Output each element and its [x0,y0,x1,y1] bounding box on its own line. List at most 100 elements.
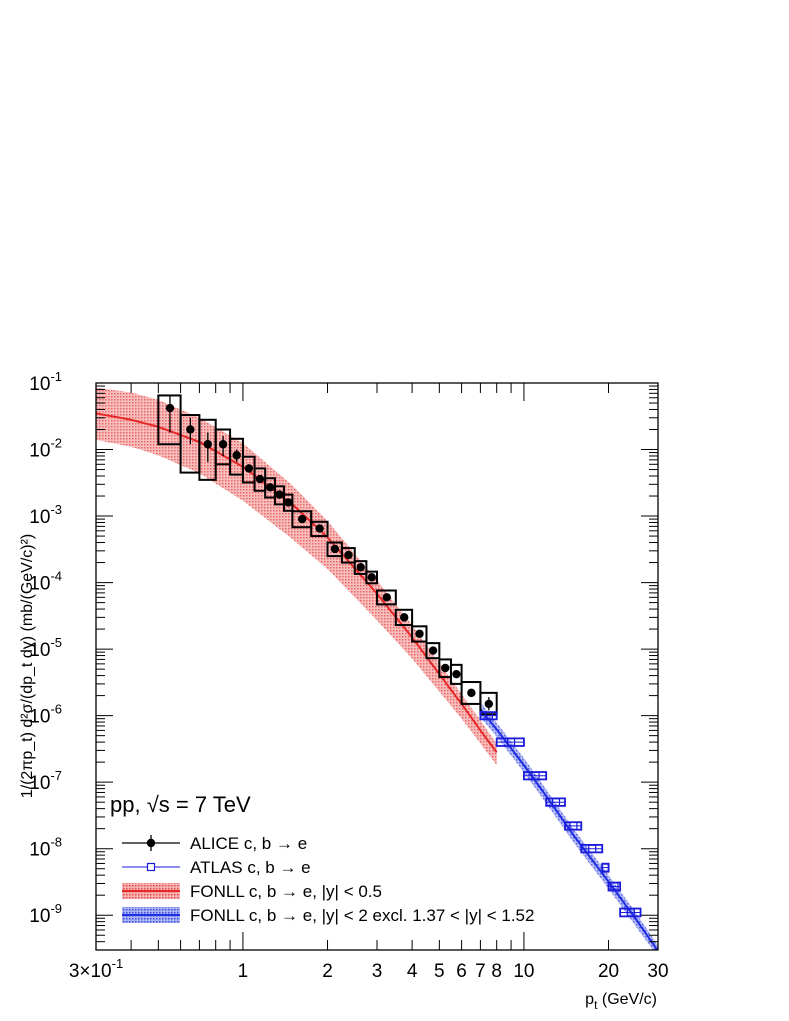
x-tick-label-9: 10 [513,961,534,982]
x-tick-label-base-5: 5 [434,961,445,982]
legend-label-1: ATLAS c, b → e [190,858,311,877]
alice-point-5 [244,464,254,473]
alice-point-15 [367,573,377,582]
y-tick-label-3: 10-4 [29,569,62,595]
x-tick-label-base-8: 8 [491,961,502,982]
atlas-point-1 [506,738,516,747]
legend-label-3: FONLL c, b → e, |y| < 2 excl. 1.37 < |y|… [190,906,534,925]
x-axis-label-p: p [585,991,594,1008]
x-tick-label-3: 3 [372,961,383,982]
x-tick-label-7: 7 [475,961,486,982]
syst-box-0-14 [353,560,368,575]
y-tick-label-exp-4: -5 [50,635,62,650]
x-tick-label-0: 3×10-1 [69,956,123,982]
x-tick-label-5: 5 [434,961,445,982]
alice-point-8 [275,490,284,499]
alice-point-16 [382,593,391,602]
x-tick-label-2: 2 [322,961,333,982]
syst-box-0-18 [411,625,428,643]
y-tick-label-exp-5: -6 [50,702,62,717]
x-tick-label-11: 30 [647,961,668,982]
alice-point-7 [265,483,275,492]
y-tick-label-base-4: 10 [29,640,50,661]
syst-box-0-16 [376,589,397,606]
alice-point-2 [203,440,213,449]
x-tick-label-base-2: 2 [322,961,333,982]
x-tick-label-base-10: 20 [598,961,619,982]
x-tick-label-10: 20 [598,961,619,982]
plot-frame: 3×10-1 1 2 3 4 5 6 7 8 10 20 3010-110-210-310-410-5… [29,369,668,982]
syst-box-0-10 [291,510,313,529]
x-tick-label-1: 1 [238,961,249,982]
alice-point-9 [284,498,293,507]
x-tick-label-8: 8 [491,961,502,982]
x-tick-label-base-1: 1 [238,961,249,982]
syst-box-0-11 [310,520,329,538]
x-tick-label-base-4: 4 [407,961,418,982]
x-tick-label-base-6: 6 [456,961,467,982]
y-tick-label-exp-0: -1 [50,369,62,384]
syst-box-0-21 [449,663,463,685]
y-tick-label-2: 10-3 [29,502,62,528]
legend: ALICE c, b → e ATLAS c, b → e FONLL c, b →… [122,834,534,925]
alice-point-21 [452,669,461,679]
x-axis-label-unit: (GeV/c) [602,991,657,1008]
y-tick-label-0: 10-1 [29,369,62,395]
x-axis-label: pt (GeV/c) [585,991,657,1012]
x-tick-label-base-3: 3 [372,961,383,982]
legend-label-0: ALICE c, b → e [190,834,307,853]
alice-point-0 [165,403,175,413]
x-tick-label-exp-0: -1 [112,956,124,971]
data-points [165,395,641,917]
alice-point-19 [428,646,438,655]
y-tick-label-exp-6: -7 [50,768,62,783]
y-tick-label-base-6: 10 [29,773,50,794]
y-tick-label-8: 10-9 [29,901,62,927]
x-tick-label-base-0: 3×10 [69,961,112,982]
x-tick-label-6: 6 [456,961,467,982]
alice-point-20 [441,663,450,673]
alice-point-6 [255,474,265,484]
legend-atlas-marker [146,862,156,872]
y-tick-label-exp-3: -4 [50,569,62,584]
y-tick-label-6: 10-7 [29,768,62,794]
y-tick-label-base-8: 10 [29,906,50,927]
fonll-central-line-0 [96,412,498,753]
x-tick-label-4: 4 [407,961,418,982]
alice-point-23 [484,699,494,709]
atlas-point-7 [610,882,619,891]
atlas-point-2 [531,771,540,780]
legend-label-2: FONLL c, b → e, |y| < 0.5 [190,882,382,901]
alice-point-18 [415,629,424,638]
legend-alice-marker [146,838,156,848]
atlas-point-0 [484,711,493,720]
y-tick-label-5: 10-6 [29,702,62,728]
x-axis-label-sub: t [594,998,598,1012]
x-tick-label-base-9: 10 [513,961,534,982]
syst-box-0-19 [425,642,441,660]
atlas-point-8 [626,908,635,917]
alice-point-10 [297,514,307,524]
alice-point-13 [344,550,353,560]
alice-point-4 [232,451,241,460]
atlas-point-4 [569,821,578,831]
x-tick-label-base-11: 30 [647,961,668,982]
y-tick-label-exp-8: -9 [50,901,62,916]
y-tick-label-1: 10-2 [29,436,62,462]
fonll-band-0 [96,387,497,766]
alice-point-12 [330,544,340,554]
y-tick-label-base-1: 10 [29,441,50,462]
syst-box-0-15 [365,570,378,585]
energy-annotation: pp, √s = 7 TeV [110,792,251,817]
alice-point-22 [467,688,476,698]
x-tick-label-base-7: 7 [475,961,486,982]
syst-box-0-23 [479,691,498,716]
y-tick-label-base-5: 10 [29,707,50,728]
syst-box-0-13 [340,547,356,564]
y-axis-label-text: 1/(2πp_t) d²σ/(dp_t dy) (mb/(GeV/c)²) [19,534,36,799]
y-axis-label: 1/(2πp_t) d²σ/(dp_t dy) (mb/(GeV/c)²) [19,534,36,799]
y-tick-label-base-3: 10 [29,574,50,595]
y-tick-label-exp-7: -8 [50,835,62,850]
atlas-point-5 [588,844,597,853]
